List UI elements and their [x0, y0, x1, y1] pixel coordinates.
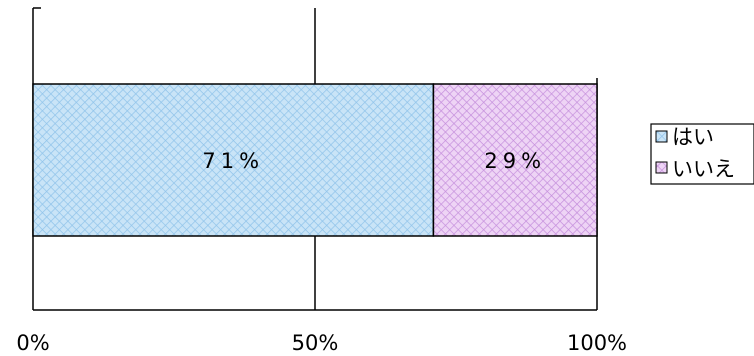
legend-label-iie: いいえ — [672, 157, 735, 181]
bar-segment-1 — [432, 83, 598, 237]
legend: はい いいえ — [650, 123, 754, 185]
x-tick-label-2: 100% — [567, 331, 627, 355]
legend-box — [650, 123, 754, 185]
x-tick-label-0: 0% — [16, 331, 49, 355]
bar-data-label-1: 29% — [484, 149, 546, 173]
bar-segment-0 — [32, 83, 435, 237]
legend-swatch-hai — [655, 130, 668, 143]
legend-swatch-iie — [655, 161, 668, 174]
x-tick-label-1: 50% — [292, 331, 339, 355]
bar-data-label-0: 71% — [202, 149, 264, 173]
legend-label-hai: はい — [672, 125, 714, 149]
